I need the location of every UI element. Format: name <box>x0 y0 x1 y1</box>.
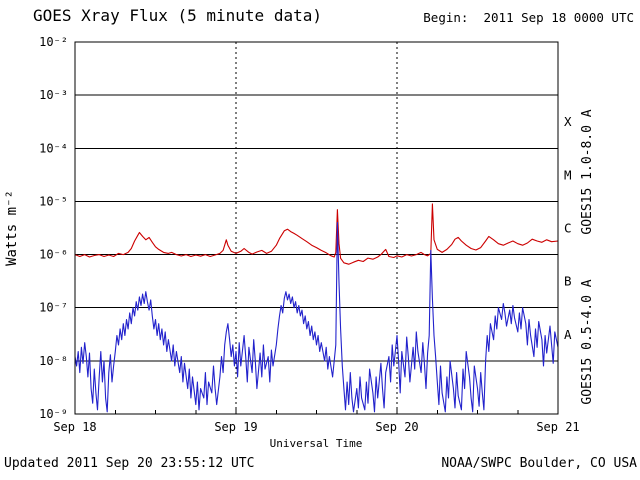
y-tick-label: 10⁻⁷ <box>39 301 68 315</box>
flux-class-letter: M <box>564 167 572 182</box>
flux-class-letter: B <box>564 274 572 289</box>
flux-class-letter: C <box>564 221 572 236</box>
y-tick-label: 10⁻³ <box>39 88 68 102</box>
x-axis-label: Universal Time <box>270 437 363 450</box>
y-tick-label: 10⁻⁴ <box>39 141 68 155</box>
xray-short-series-line <box>74 222 559 413</box>
xray-long-series-line <box>74 203 559 265</box>
x-tick-label: Sep 20 <box>375 420 418 434</box>
flux-class-letter: A <box>564 327 572 342</box>
goes-long-channel-label: GOES15 1.0-8.0 A <box>580 109 595 234</box>
x-tick-label: Sep 21 <box>536 420 579 434</box>
x-tick-label: Sep 18 <box>53 420 96 434</box>
y-tick-label: 10⁻⁸ <box>39 354 68 368</box>
y-tick-label: 10⁻² <box>39 35 68 49</box>
series-layer <box>74 203 559 413</box>
flux-class-letter: X <box>564 114 572 129</box>
y-axis-label: Watts m⁻² <box>4 190 20 266</box>
y-tick-label: 10⁻⁵ <box>39 194 68 208</box>
footer-source: NOAA/SWPC Boulder, CO USA <box>441 456 637 471</box>
plot-border <box>74 41 559 415</box>
chart-title: GOES Xray Flux (5 minute data) <box>33 6 322 25</box>
footer-updated: Updated 2011 Sep 20 23:55:12 UTC <box>4 456 254 471</box>
y-tick-label: 10⁻⁶ <box>39 248 68 262</box>
begin-label: Begin: 2011 Sep 18 0000 UTC <box>423 10 634 25</box>
x-tick-label: Sep 19 <box>214 420 257 434</box>
grid-layer <box>75 41 558 415</box>
goes-short-channel-label: GOES15 0.5-4.0 A <box>580 279 595 404</box>
y-tick-label: 10⁻⁹ <box>39 407 68 421</box>
